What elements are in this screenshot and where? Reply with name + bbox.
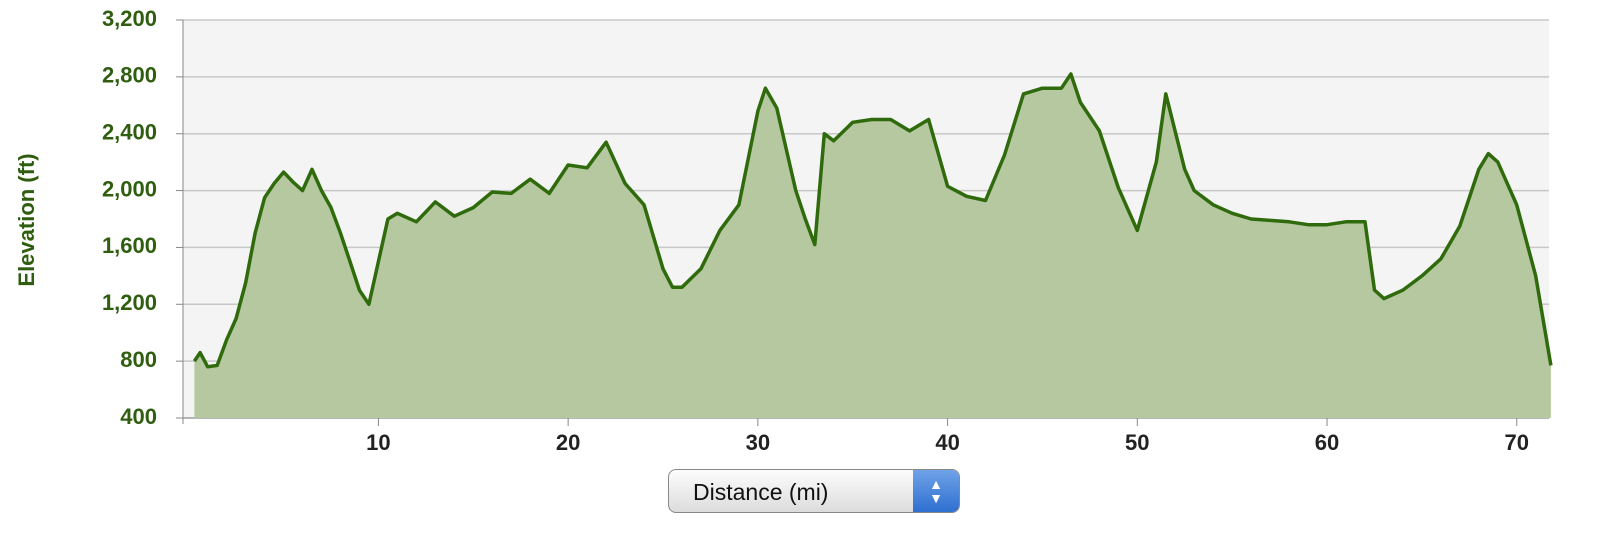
y-axis-label: Elevation (ft)	[14, 153, 39, 286]
chart: Elevation (ft) 400 800 1,200 1,600 2,000 2,40…	[14, 6, 1553, 455]
selector-label: Distance (mi)	[693, 479, 829, 505]
x-axis-selector[interactable]: Distance (mi) ▲ ▼	[668, 469, 960, 513]
y-tick-label: 400	[120, 404, 157, 429]
x-tick-label: 20	[556, 430, 580, 455]
area-fill	[194, 74, 1551, 418]
y-tick-label: 1,200	[102, 290, 157, 315]
x-tick-label: 50	[1125, 430, 1149, 455]
elevation-line	[192, 72, 1553, 369]
y-tick-label: 1,600	[102, 233, 157, 258]
y-tick-label: 800	[120, 347, 157, 372]
x-tick-label: 60	[1315, 430, 1339, 455]
y-tick-label: 2,000	[102, 176, 157, 201]
x-tick-label: 70	[1505, 430, 1529, 455]
x-tick-label: 10	[366, 430, 390, 455]
selector-arrows: ▲ ▼	[913, 470, 959, 512]
y-tick-label: 3,200	[102, 6, 157, 31]
x-tick-label: 40	[935, 430, 959, 455]
y-tick-label: 2,400	[102, 120, 157, 145]
x-tick-label: 30	[746, 430, 770, 455]
y-tick-label: 2,800	[102, 63, 157, 88]
